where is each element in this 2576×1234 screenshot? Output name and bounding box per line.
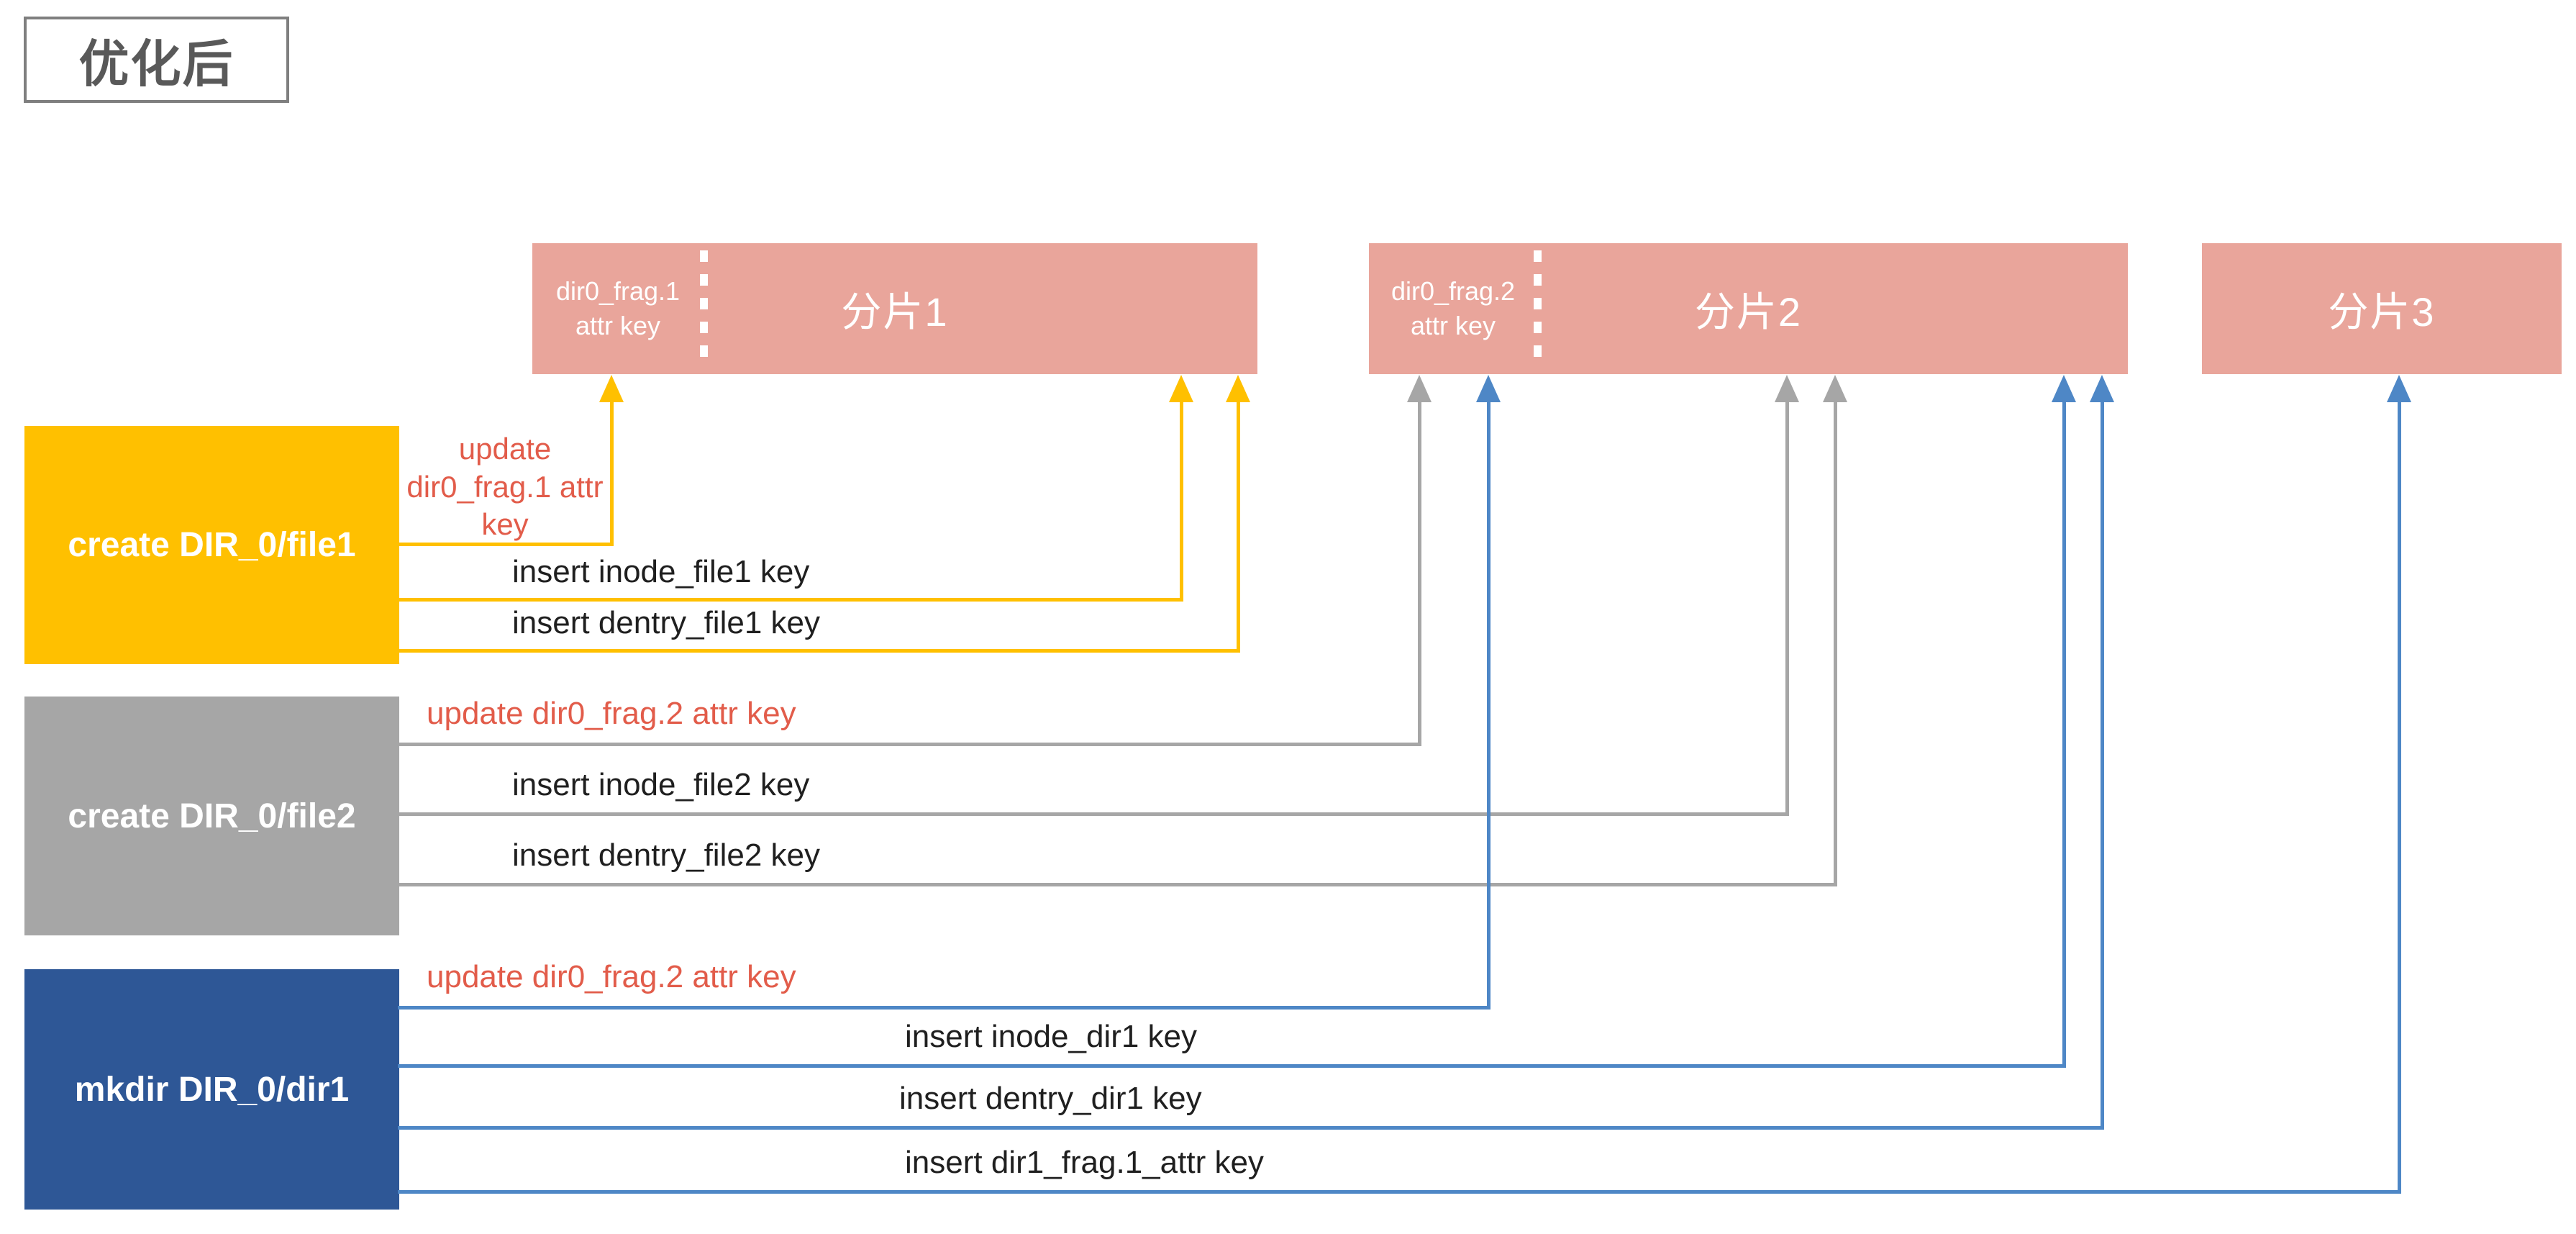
fragment-box-3: 分片3 [2202,243,2562,374]
connector-line [398,598,1183,602]
action-label-insert-inode-dir1: insert inode_dir1 key [905,1019,1198,1054]
action-label-insert-dentry-file2: insert dentry_file2 key [512,838,820,873]
fragment-box-2: 分片2 dir0_frag.2 attr key [1369,243,2128,374]
arrow-head [1226,375,1250,402]
arrow-head [599,375,624,402]
fragment-attr-line1: dir0_frag.1 [555,276,681,307]
action-label-update-dir0-frag2-a: update dir0_frag.2 attr key [427,696,796,731]
title-box: 优化后 [24,17,289,103]
action-label-insert-inode-file1: insert inode_file1 key [512,554,810,589]
connector-line [1487,398,1490,1010]
arrow-head [1169,375,1193,402]
action-label-insert-dentry-file1: insert dentry_file1 key [512,605,820,640]
arrow-head [2387,375,2411,402]
fragment-label-1: 分片1 [841,289,949,335]
fragment-divider-icon [700,250,708,367]
connector-line [398,743,1421,746]
operation-box-mkdir-dir1: mkdir DIR_0/dir1 [24,969,399,1210]
connector-line [1785,398,1789,816]
action-label-update-dir0-frag1: update dir0_frag.1 attr key [406,432,604,541]
arrow-head [1476,375,1501,402]
fragment-attr-line2: attr key [1410,311,1496,340]
action-label-insert-dir1-frag1-attr: insert dir1_frag.1_attr key [905,1145,1264,1180]
connector-line [398,543,614,546]
operation-box-create-file2: create DIR_0/file2 [24,697,399,935]
fragment-attr-cell-1: dir0_frag.1 attr key [532,243,704,374]
action-label-insert-inode-file2: insert inode_file2 key [512,767,810,802]
action-label-update-dir0-frag2-b: update dir0_frag.2 attr key [427,959,796,994]
operation-box-create-file1: create DIR_0/file1 [24,426,399,664]
connector-line [2398,398,2401,1194]
connector-line [398,1064,2066,1068]
connector-line [398,1006,1490,1010]
connector-line [2101,398,2104,1130]
operation-label: create DIR_0/file2 [68,797,356,835]
connector-line [2062,398,2066,1068]
connector-line [610,398,614,546]
fragment-box-1: 分片1 dir0_frag.1 attr key [532,243,1257,374]
connector-line [1418,398,1421,746]
connector-line [398,812,1789,816]
connector-line [398,649,1240,653]
arrow-head [1823,375,1847,402]
operation-label: mkdir DIR_0/dir1 [74,1070,350,1109]
action-label-insert-dentry-dir1: insert dentry_dir1 key [899,1081,1202,1116]
connector-line [1180,398,1183,602]
connector-line [398,1190,2401,1194]
connector-line [398,1126,2104,1130]
connector-line [398,883,1837,886]
fragment-attr-line2: attr key [575,311,661,340]
arrow-head [2090,375,2114,402]
connector-line [1834,398,1837,886]
arrow-head [1407,375,1432,402]
fragment-divider-icon [1534,250,1542,367]
operation-label: create DIR_0/file1 [68,526,356,564]
page-title: 优化后 [78,35,235,92]
fragment-attr-cell-2: dir0_frag.2 attr key [1369,243,1537,374]
arrow-head [1775,375,1799,402]
fragment-attr-line1: dir0_frag.2 [1391,276,1516,307]
connector-line [1237,398,1240,653]
arrow-head [2052,375,2076,402]
fragment-label-3: 分片3 [2328,289,2436,335]
fragment-label-2: 分片2 [1694,289,1803,335]
